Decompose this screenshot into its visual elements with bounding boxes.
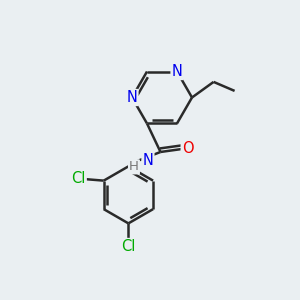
Text: N: N — [172, 64, 182, 79]
Text: O: O — [182, 142, 193, 157]
Text: N: N — [127, 90, 137, 105]
Text: H: H — [129, 160, 139, 173]
Text: Cl: Cl — [71, 171, 86, 186]
Text: N: N — [142, 153, 153, 168]
Text: Cl: Cl — [121, 239, 136, 254]
